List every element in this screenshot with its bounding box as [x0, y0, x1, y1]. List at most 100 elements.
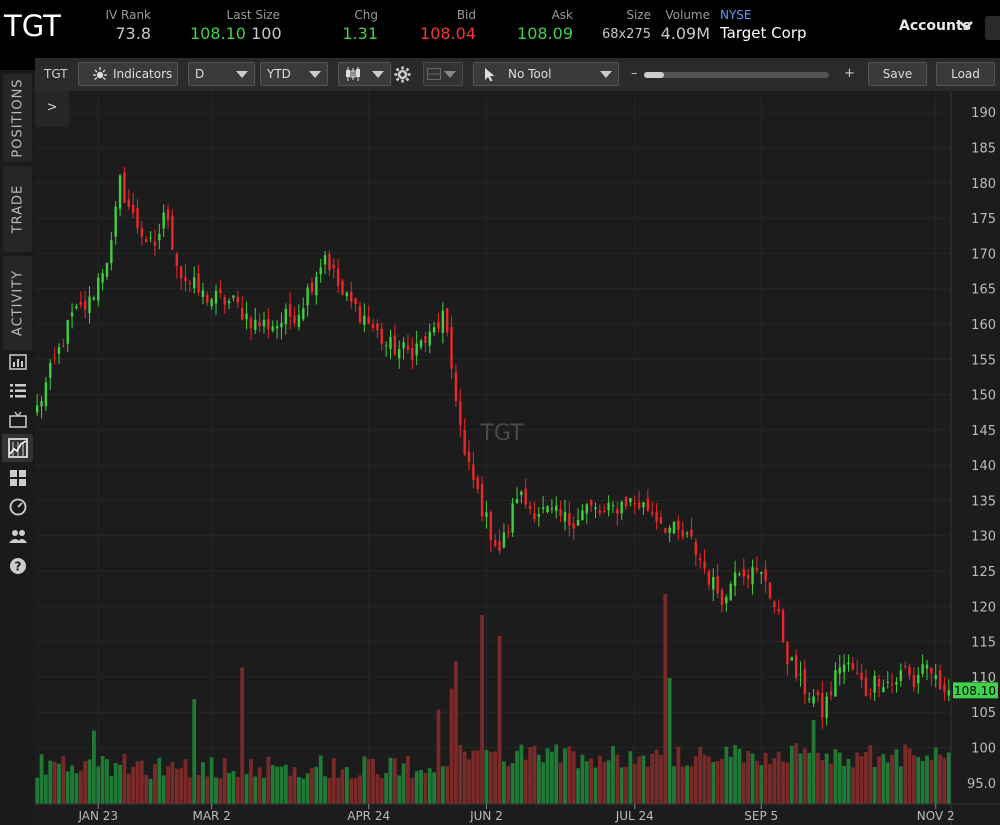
- volume-bar: [554, 744, 559, 804]
- volume-bar: [484, 749, 489, 804]
- candle-body: [904, 665, 907, 668]
- candle-body: [476, 477, 479, 490]
- candle-body: [912, 674, 916, 688]
- zoom-out-button[interactable]: –: [631, 66, 638, 81]
- tab-activity[interactable]: ACTIVITY: [3, 256, 32, 350]
- volume-bar: [96, 766, 101, 804]
- candle-body: [428, 331, 431, 346]
- chevron-down-icon[interactable]: [957, 16, 975, 34]
- y-tick-label: 100: [971, 742, 996, 757]
- candle-body: [188, 282, 192, 284]
- layout-caret-icon: [444, 71, 456, 78]
- candle-body: [219, 288, 222, 294]
- people-icon[interactable]: [8, 526, 28, 546]
- candle-body: [262, 319, 266, 327]
- volume-bar: [392, 758, 397, 804]
- help-icon[interactable]: ?: [8, 556, 28, 576]
- volume-bar: [933, 747, 938, 804]
- candle-body: [197, 273, 200, 293]
- candle-body: [947, 690, 951, 696]
- list-icon[interactable]: [8, 381, 28, 401]
- volume-bar: [462, 751, 467, 804]
- volume-bar: [536, 754, 541, 804]
- volume-bar: [410, 778, 415, 804]
- aggregation-select[interactable]: D: [188, 62, 255, 86]
- volume-bar: [606, 760, 611, 804]
- load-button[interactable]: Load: [936, 62, 995, 86]
- volume-bar: [707, 756, 711, 804]
- volume-bar: [868, 745, 873, 804]
- candle-body: [659, 517, 663, 524]
- candle-body: [350, 291, 353, 302]
- candle-body: [834, 670, 837, 697]
- grid-icon[interactable]: [8, 468, 28, 488]
- volume-bar: [497, 636, 502, 804]
- accounts-button[interactable]: Accounts: [899, 18, 972, 34]
- candle-body: [899, 670, 903, 682]
- volume-bar: [78, 770, 83, 804]
- price-axis: 95.0 100 105 110 115 120 125 130 135 140 145 150 155…: [967, 106, 996, 792]
- drawing-tool-label: No Tool: [508, 67, 552, 81]
- candle-body: [166, 209, 170, 221]
- candle-body: [92, 297, 96, 300]
- size-label: Size: [626, 8, 651, 22]
- y-tick-label: 135: [971, 494, 996, 509]
- candle-body: [275, 326, 279, 329]
- gear-icon[interactable]: [394, 66, 411, 83]
- candle-body: [240, 307, 244, 320]
- gauge-icon[interactable]: [8, 497, 28, 517]
- candle-body: [777, 608, 780, 612]
- save-button[interactable]: Save: [868, 62, 927, 86]
- volume-bar: [820, 760, 825, 804]
- candlesticks: [35, 166, 951, 729]
- candle-body: [716, 576, 719, 594]
- y-tick-label: 130: [971, 530, 996, 545]
- candle-body: [319, 267, 322, 274]
- volume-bar: [288, 775, 293, 804]
- tab-trade[interactable]: TRADE: [3, 166, 32, 252]
- y-tick-label: 95.0: [967, 777, 996, 792]
- symbol-title[interactable]: TGT: [4, 9, 61, 43]
- range-select[interactable]: YTD: [260, 62, 328, 86]
- volume-bar: [641, 755, 646, 804]
- candle-body: [271, 326, 274, 331]
- toolbar-symbol[interactable]: TGT: [44, 67, 68, 81]
- volume-bar: [131, 766, 136, 804]
- drawing-tool-select[interactable]: No Tool: [473, 62, 619, 86]
- chart-style-select[interactable]: [338, 62, 391, 86]
- volume-bar: [772, 757, 777, 804]
- zoom-in-button[interactable]: +: [844, 66, 855, 81]
- candle-body: [825, 696, 828, 718]
- volume-bar: [349, 778, 354, 804]
- layout-select[interactable]: [423, 62, 463, 86]
- zoom-slider[interactable]: [644, 72, 829, 78]
- tab-positions[interactable]: POSITIONS: [3, 74, 32, 162]
- candle-body: [306, 287, 309, 306]
- cursor-icon: [485, 68, 495, 82]
- volume-bar: [397, 775, 402, 804]
- volume-bar: [920, 761, 925, 804]
- volume-bar: [881, 754, 886, 804]
- price-chart[interactable]: TGT 95.0 100 105 110 115 120 125 130 135 140 145 15…: [35, 91, 1000, 825]
- indicators-button[interactable]: Indicators: [78, 62, 178, 86]
- price-chart-area[interactable]: TGT 95.0 100 105 110 115 120 125 130 135 140 145 15…: [35, 91, 1000, 825]
- volume-bar: [161, 775, 166, 804]
- candle-body: [572, 523, 575, 529]
- volume-bar: [942, 757, 947, 804]
- chart-panel-icon[interactable]: [8, 352, 28, 372]
- tv-icon[interactable]: [8, 410, 28, 430]
- candle-body: [236, 296, 240, 303]
- candle-body: [611, 505, 615, 507]
- zoom-slider-fill[interactable]: [644, 72, 665, 78]
- volume-bar: [925, 755, 929, 804]
- panel-stub[interactable]: [985, 16, 1000, 40]
- chart-toolbar: TGT Indicators D YTD: [35, 58, 1000, 92]
- expand-panel-button[interactable]: >: [35, 91, 69, 127]
- volume-bar: [938, 754, 942, 804]
- candle-body: [524, 488, 527, 505]
- volume-bar: [340, 769, 345, 804]
- charts-icon[interactable]: [8, 438, 28, 458]
- candle-body: [502, 532, 506, 548]
- y-tick-label: 115: [971, 636, 996, 651]
- candle-body: [88, 296, 91, 314]
